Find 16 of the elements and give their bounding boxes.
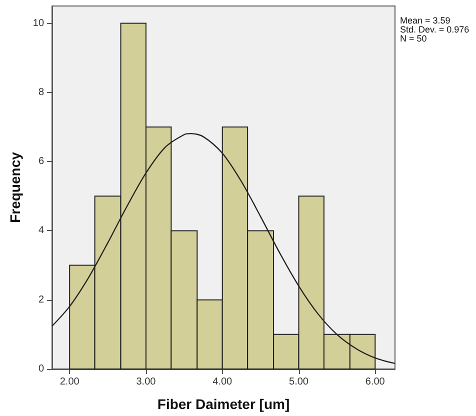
x-axis-title: Fiber Daimeter [um]: [157, 396, 290, 412]
x-tick-label: 6.00: [365, 376, 386, 388]
y-tick-label: 10: [32, 18, 44, 29]
y-axis-title: Frequency: [7, 152, 23, 223]
text: Mean = 3.59: [400, 16, 450, 26]
x-tick-label: 4.00: [212, 376, 233, 388]
x-tick-label: 2.00: [60, 376, 80, 388]
text: N = 50: [400, 34, 427, 44]
y-tick-label: 0: [38, 364, 44, 374]
y-tick-label: 6: [38, 156, 44, 168]
y-tick-label: 8: [38, 86, 44, 98]
x-tick-label: 3.00: [136, 376, 156, 388]
y-tick-label: 2: [38, 294, 44, 306]
x-tick-label: 5.00: [289, 376, 309, 388]
text: Std. Dev. = 0.976: [400, 24, 470, 34]
y-tick-label: 4: [38, 225, 44, 236]
